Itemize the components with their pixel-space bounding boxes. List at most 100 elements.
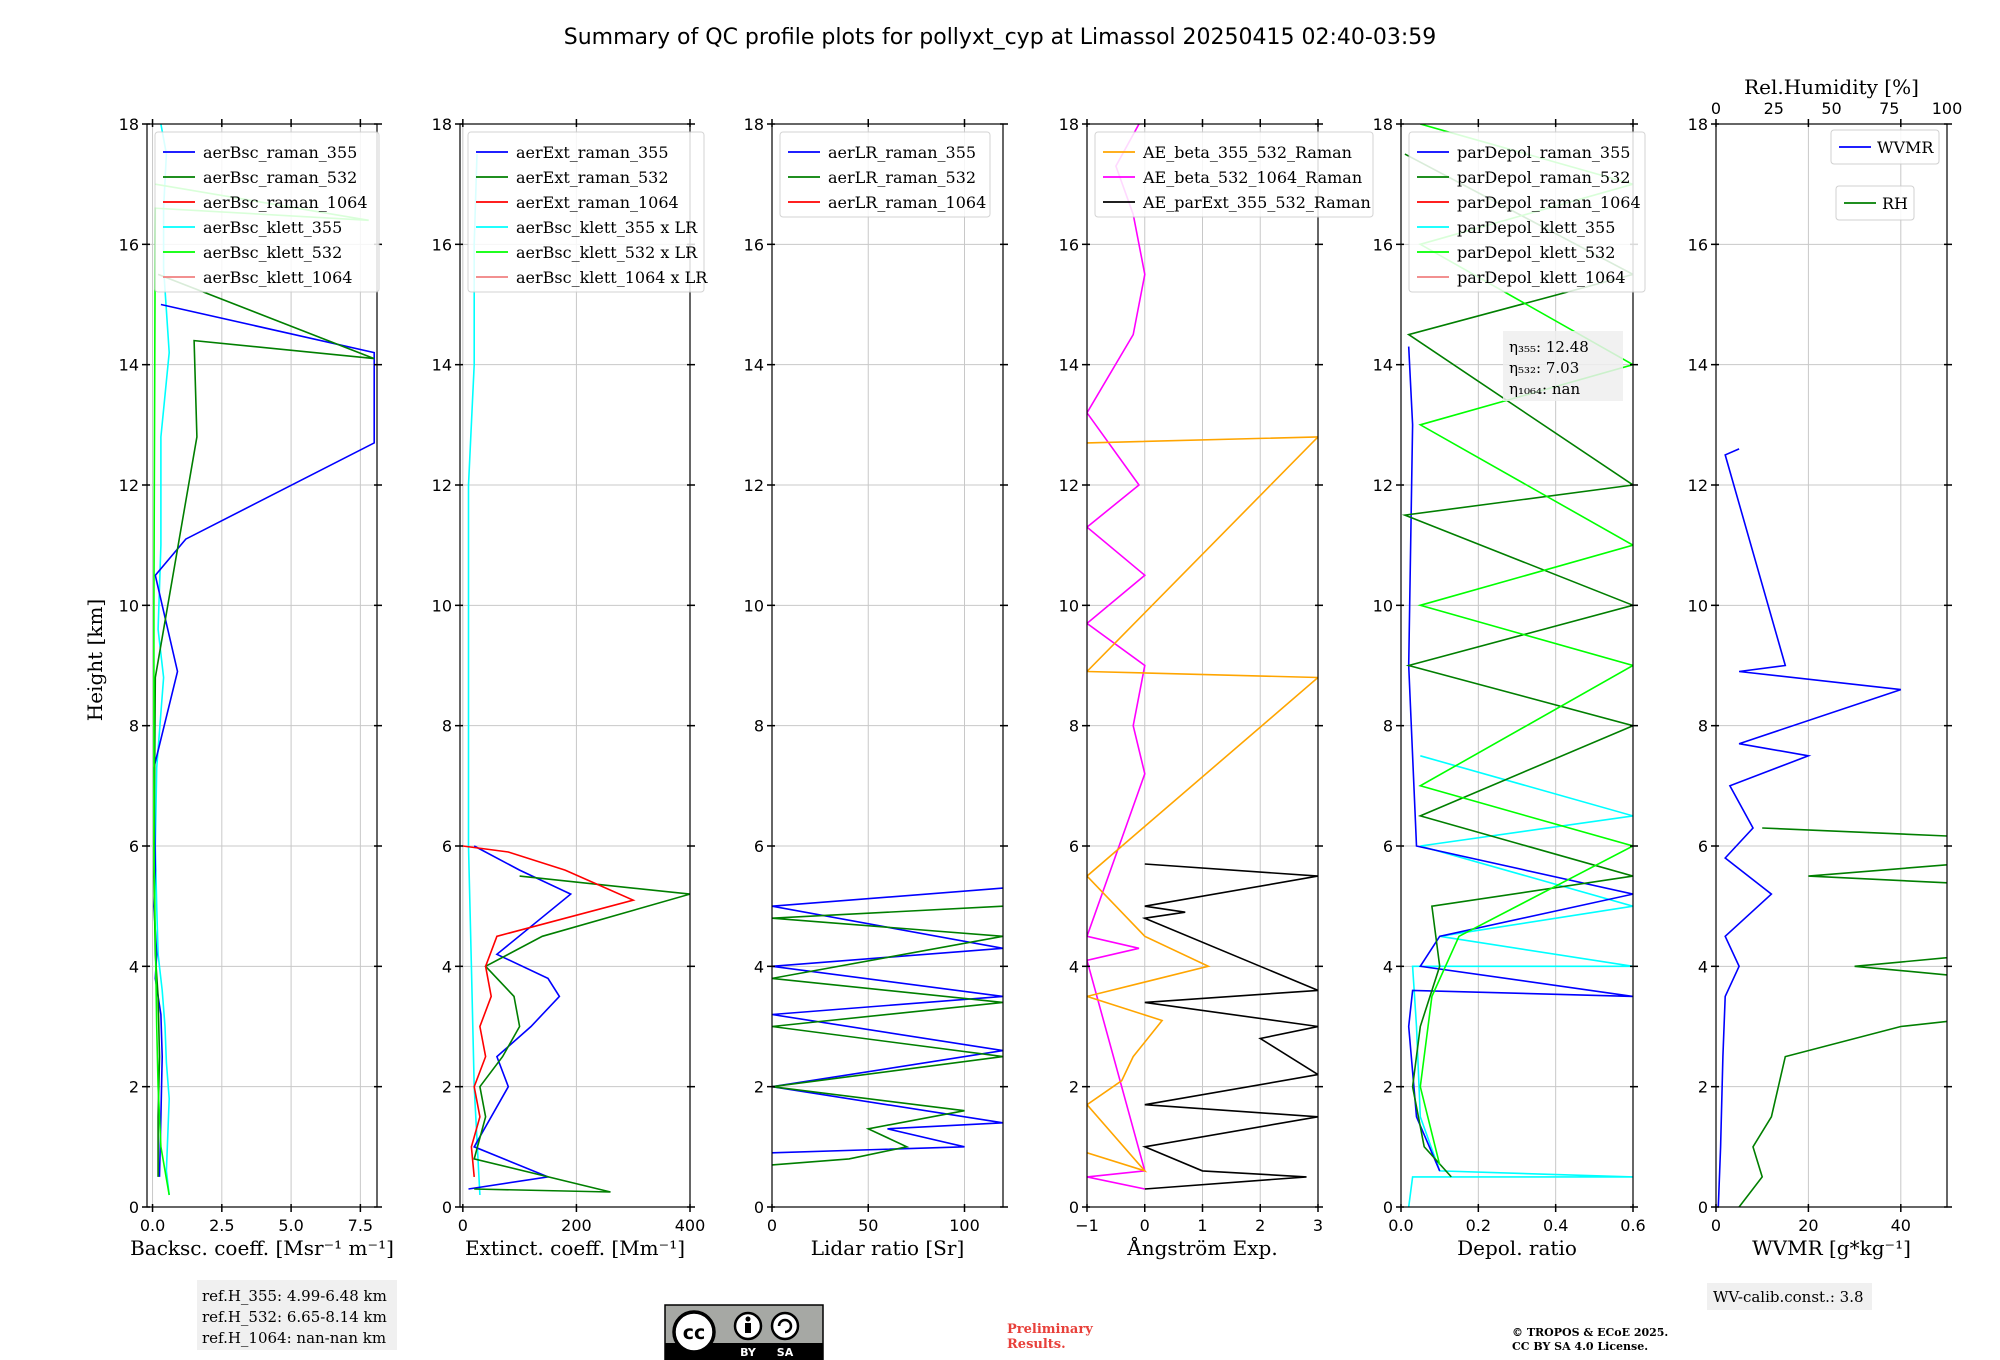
ytick-label-depol-6: 12 <box>1373 476 1393 495</box>
by-label: BY <box>740 1346 757 1359</box>
ytick-label-lr-7: 14 <box>744 356 764 375</box>
ytick-label-ext-2: 4 <box>442 957 452 976</box>
ytick-label-bsc-7: 14 <box>119 356 139 375</box>
xtick-label-bsc-0: 0.0 <box>140 1216 165 1235</box>
series-line-wv-0 <box>1717 448 1902 1207</box>
ytick-label-lr-2: 4 <box>754 957 764 976</box>
ytick-label-ae-6: 12 <box>1059 476 1079 495</box>
xtick-label-ext-0: 0 <box>458 1216 468 1235</box>
ytick-label-ext-4: 8 <box>442 717 452 736</box>
ytick-label-ext-8: 16 <box>432 235 452 254</box>
xtick-label-depol-2: 0.4 <box>1543 1216 1568 1235</box>
eta-text-1: η₅₃₂: 7.03 <box>1509 359 1579 377</box>
figure-title: Summary of QC profile plots for pollyxt_… <box>564 25 1437 50</box>
xtick-label-ext-2: 400 <box>675 1216 706 1235</box>
ref-height-box: ref.H_355: 4.99-6.48 km ref.H_532: 6.65-… <box>197 1280 397 1350</box>
ref-h-355: ref.H_355: 4.99-6.48 km <box>202 1287 387 1305</box>
ytick-label-ae-4: 8 <box>1069 717 1079 736</box>
series-line-ae-2 <box>1141 863 1318 1190</box>
ytick-label-ext-0: 0 <box>442 1198 452 1217</box>
series-line-ext-1 <box>468 845 573 1190</box>
cc-license-badge: cc BY SA <box>664 1304 824 1360</box>
legend-label-ext-1: aerExt_raman_532 <box>516 168 669 187</box>
legend-label-depol-3: parDepol_klett_355 <box>1457 218 1615 237</box>
xtick-label-wv-0: 0 <box>1711 1216 1721 1235</box>
legend-label-ext-0: aerExt_raman_355 <box>516 143 669 162</box>
legend-label-lr-1: aerLR_raman_532 <box>828 168 976 187</box>
top-xlabel-wv: Rel.Humidity [%] <box>1744 75 1919 99</box>
top-xtick-label-wv-1: 25 <box>1764 99 1784 118</box>
series-line-lr-0 <box>772 887 1003 1154</box>
series-line-ext-3 <box>462 845 636 1177</box>
xtick-label-lr-0: 0 <box>767 1216 777 1235</box>
frame-depol <box>1400 123 1634 1208</box>
ytick-label-depol-0: 0 <box>1383 1198 1393 1217</box>
ytick-label-ext-1: 2 <box>442 1078 452 1097</box>
xtick-label-ae-4: 3 <box>1313 1216 1323 1235</box>
series-line-depol-1 <box>1407 346 1633 1172</box>
ytick-label-bsc-5: 10 <box>119 596 139 615</box>
ytick-label-ae-0: 0 <box>1069 1198 1079 1217</box>
frame-bsc <box>146 123 378 1208</box>
legend-box-lr <box>779 131 991 218</box>
series-line-depol-2 <box>1401 153 1633 1178</box>
preliminary-text-2: Results. <box>1007 1337 1066 1352</box>
xtick-label-ae-2: 1 <box>1197 1216 1207 1235</box>
xtick-label-wv-2: 40 <box>1891 1216 1911 1235</box>
xtick-label-ext-1: 200 <box>561 1216 592 1235</box>
sa-icon <box>770 1311 800 1341</box>
xlabel-wv: WVMR [g*kg⁻¹] <box>1752 1236 1911 1260</box>
ytick-label-wv-5: 10 <box>1688 596 1708 615</box>
xtick-label-ae-0: −1 <box>1075 1216 1099 1235</box>
ref-h-1064: ref.H_1064: nan-nan km <box>202 1329 386 1347</box>
ytick-label-depol-1: 2 <box>1383 1078 1393 1097</box>
ytick-label-lr-8: 16 <box>744 235 764 254</box>
legend-label-depol-1: parDepol_raman_532 <box>1457 168 1630 187</box>
legend-label-ext-4: aerBsc_klett_532 x LR <box>516 243 698 262</box>
xtick-label-lr-1: 50 <box>858 1216 878 1235</box>
legend-label-bsc-2: aerBsc_raman_1064 <box>203 193 368 212</box>
ytick-label-wv-7: 14 <box>1688 356 1708 375</box>
series-line-depol-0 <box>1407 755 1633 1207</box>
legend-label-depol-2: parDepol_raman_1064 <box>1457 193 1641 212</box>
legend-label-bsc-1: aerBsc_raman_532 <box>203 168 357 187</box>
ytick-label-depol-9: 18 <box>1373 115 1393 134</box>
ytick-label-bsc-0: 0 <box>129 1198 139 1217</box>
top-xtick-label-wv-0: 0 <box>1711 99 1721 118</box>
xtick-label-ae-1: 0 <box>1140 1216 1150 1235</box>
xlabel-depol: Depol. ratio <box>1457 1236 1577 1260</box>
ytick-label-bsc-1: 2 <box>129 1078 139 1097</box>
legend-label-wv-0: WVMR <box>1877 138 1934 157</box>
cc-icon-text: cc <box>683 1322 706 1344</box>
frame-lr <box>771 123 1004 1208</box>
series-line-ext-2 <box>473 875 690 1193</box>
ytick-label-wv-0: 0 <box>1698 1198 1708 1217</box>
legend-label-ext-5: aerBsc_klett_1064 x LR <box>516 268 708 287</box>
legend-label-ae-0: AE_beta_355_532_Raman <box>1142 143 1352 162</box>
legend-box-bsc <box>154 131 380 293</box>
ytick-label-wv-9: 18 <box>1688 115 1708 134</box>
ytick-label-wv-8: 16 <box>1688 235 1708 254</box>
series-line-lr-1 <box>772 905 1003 1166</box>
eta-box <box>1503 331 1623 401</box>
legend-label-depol-0: parDepol_raman_355 <box>1457 143 1630 162</box>
ytick-label-ae-1: 2 <box>1069 1078 1079 1097</box>
legend-label-ext-3: aerBsc_klett_355 x LR <box>516 218 698 237</box>
eta-text-2: η₁₀₆₄: nan <box>1509 380 1580 398</box>
legend-label-ae-2: AE_parExt_355_532_Raman <box>1142 193 1371 212</box>
ytick-label-ae-3: 6 <box>1069 837 1079 856</box>
cc-icon <box>672 1310 716 1354</box>
top-xtick-label-wv-4: 100 <box>1932 99 1963 118</box>
ytick-label-bsc-6: 12 <box>119 476 139 495</box>
legend-label-depol-5: parDepol_klett_1064 <box>1457 268 1626 287</box>
ytick-label-lr-3: 6 <box>754 837 764 856</box>
ref-h-532: ref.H_532: 6.65-8.14 km <box>202 1308 387 1326</box>
ytick-label-lr-0: 0 <box>754 1198 764 1217</box>
ytick-label-lr-4: 8 <box>754 717 764 736</box>
frame-wv <box>1715 123 1948 1208</box>
